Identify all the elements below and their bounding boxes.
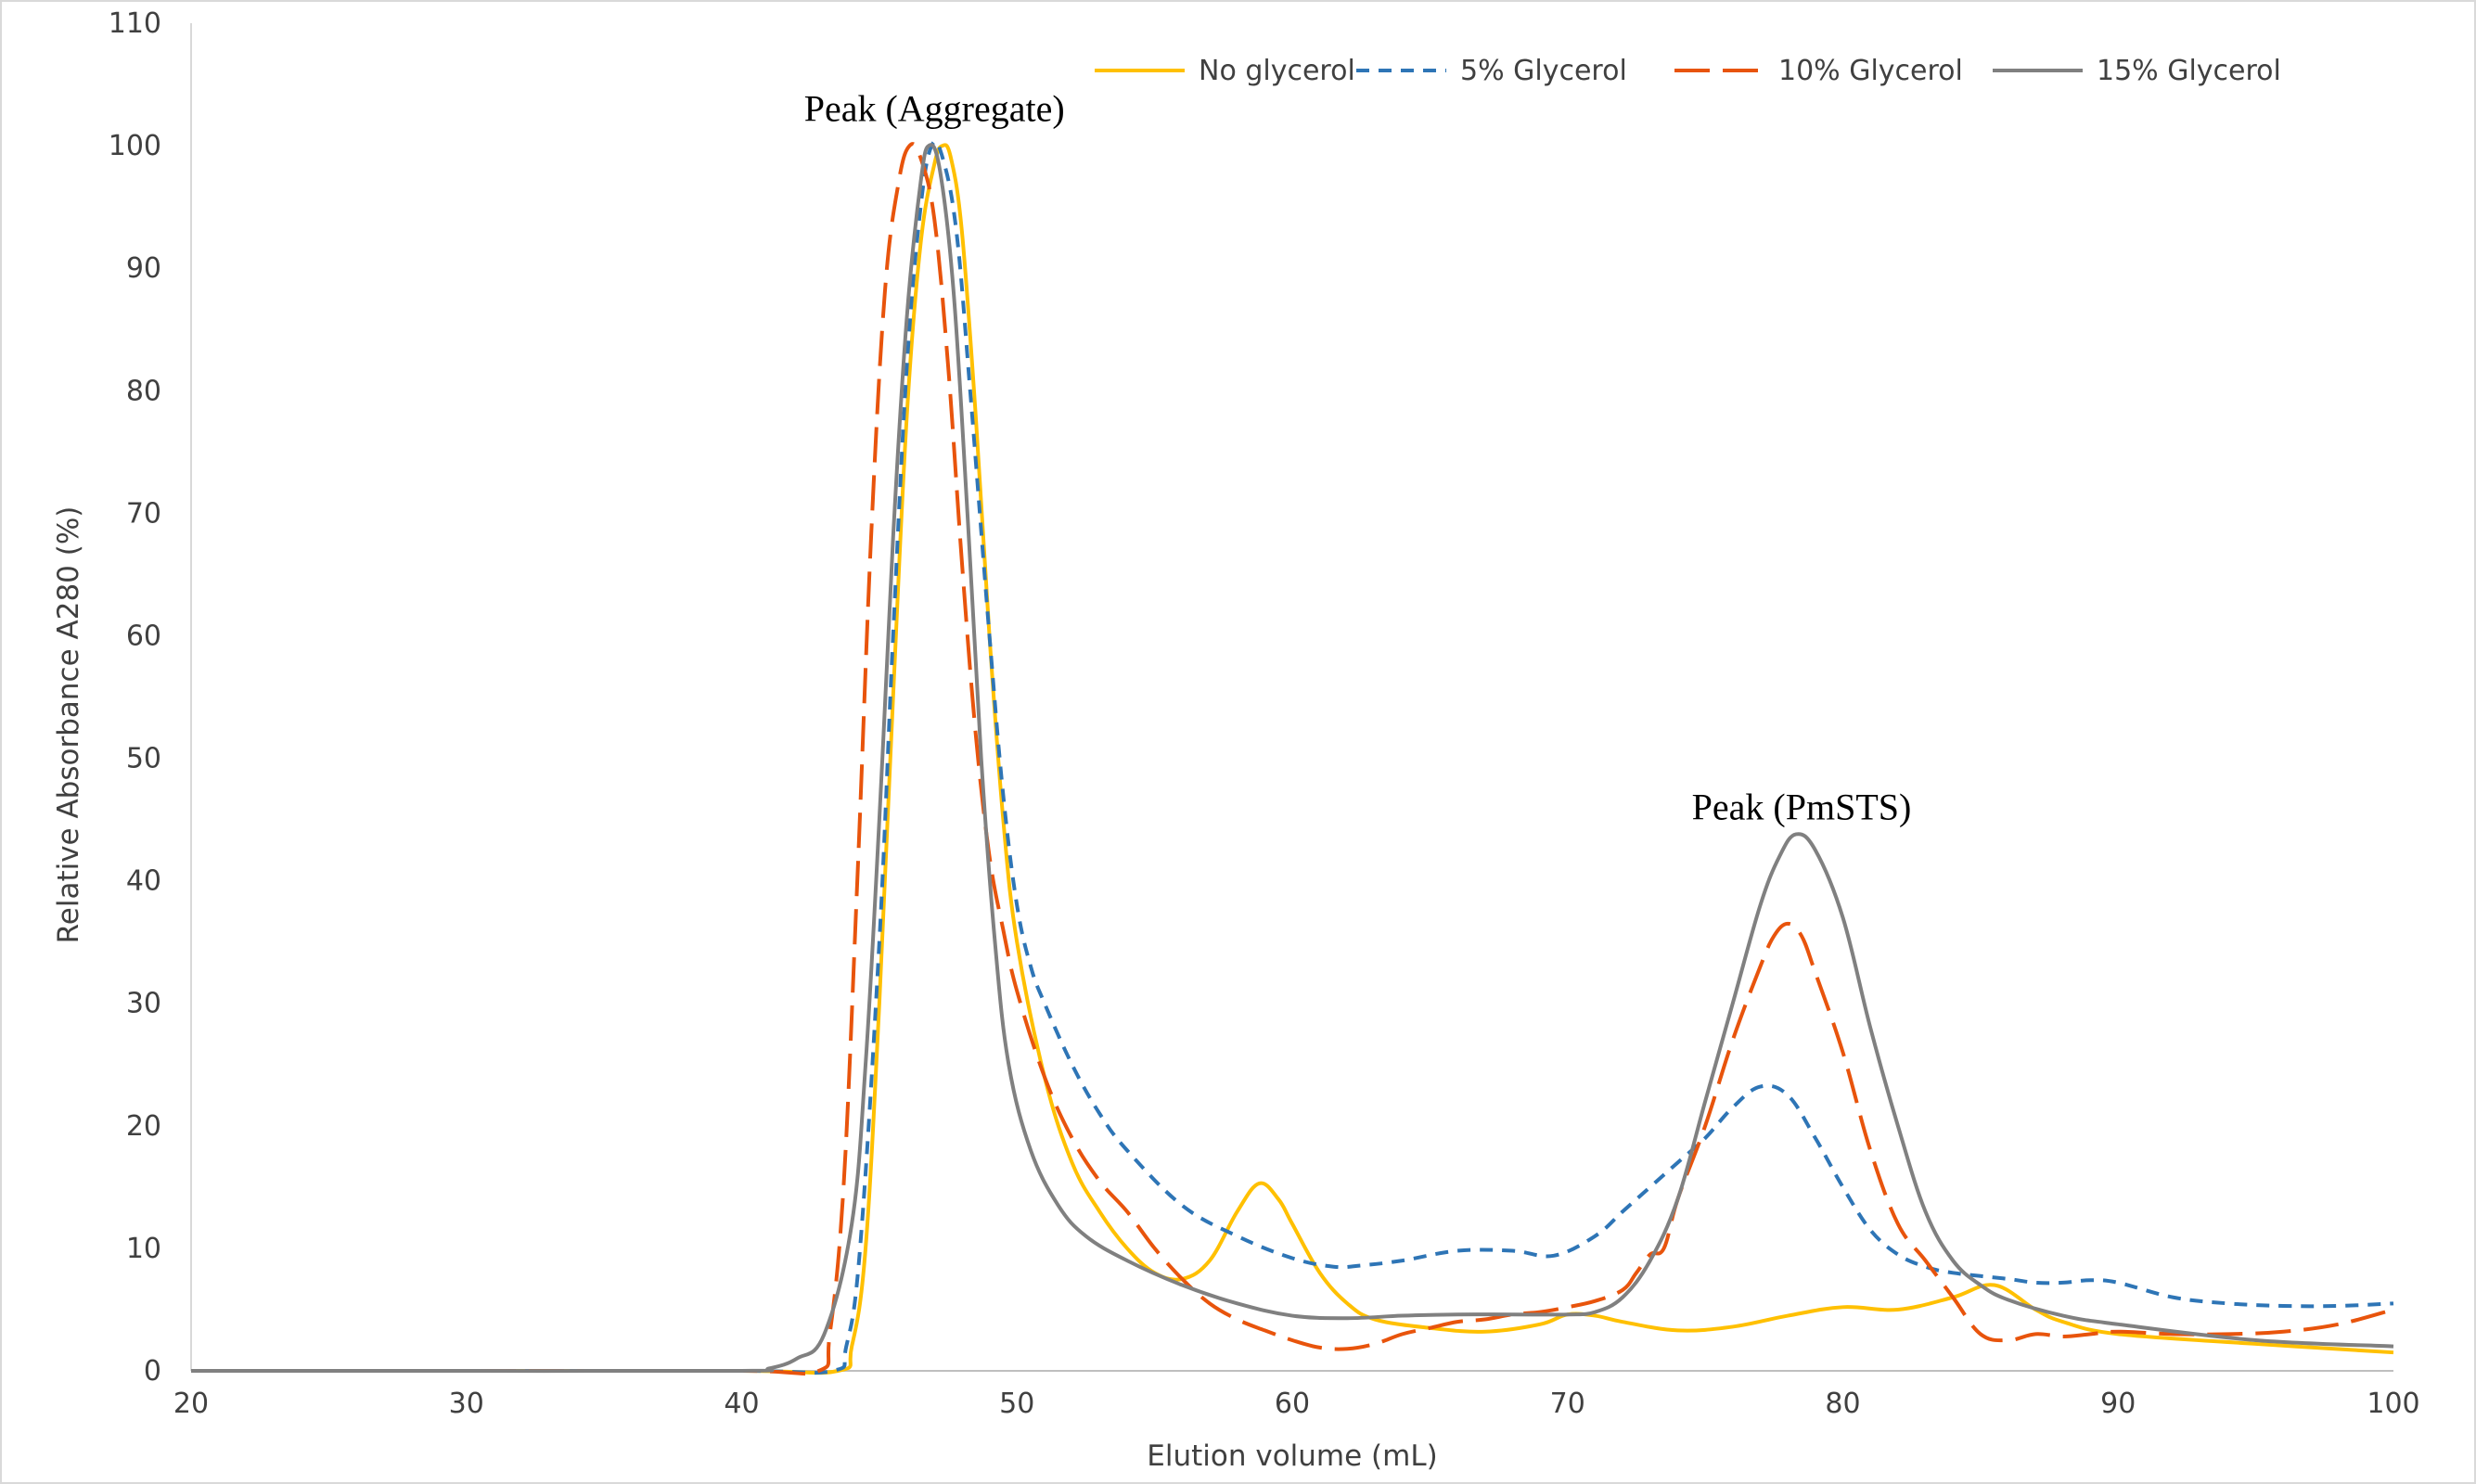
annotation-peak-aggregate: Peak (Aggregate): [804, 88, 1065, 130]
x-tick-label: 40: [724, 1388, 759, 1420]
annotation-peak-pmsts: Peak (PmSTS): [1692, 787, 1912, 828]
legend-label-5pct-glycerol: 5% Glycerol: [1460, 55, 1627, 87]
x-tick-label: 20: [173, 1388, 209, 1420]
series-lines: [191, 139, 2394, 1376]
y-tick-label: 110: [109, 7, 161, 40]
y-tick-label: 80: [126, 375, 161, 407]
x-tick-label: 60: [1275, 1388, 1310, 1420]
annotations: Peak (Aggregate) Peak (PmSTS): [804, 88, 1912, 828]
legend: No glycerol 5% Glycerol 10% Glycerol 15% Gl…: [1095, 55, 2281, 87]
legend-label-no-glycerol: No glycerol: [1199, 55, 1355, 87]
x-tick-label: 80: [1825, 1388, 1860, 1420]
series-line-no-glycerol: [191, 143, 2394, 1375]
y-tick-label: 100: [109, 130, 161, 162]
y-tick-label: 40: [126, 865, 161, 898]
x-axis-title: Elution volume (mL): [1147, 1439, 1437, 1473]
y-tick-label: 30: [126, 988, 161, 1020]
x-tick-label: 70: [1550, 1388, 1585, 1420]
y-tick-label: 90: [126, 252, 161, 285]
axes: 0 10 20 30 40 50 60 70 80 90 100 110 20 30 40 50 60 70 80 9…: [109, 7, 2420, 1420]
x-tick-label: 100: [2367, 1388, 2419, 1420]
legend-label-10pct-glycerol: 10% Glycerol: [1778, 55, 1963, 87]
x-tick-label: 30: [449, 1388, 484, 1420]
y-tick-label: 70: [126, 497, 161, 530]
legend-label-15pct-glycerol: 15% Glycerol: [2097, 55, 2281, 87]
x-tick-label: 90: [2100, 1388, 2136, 1420]
x-tick-label: 50: [999, 1388, 1034, 1420]
y-tick-label: 50: [126, 743, 161, 775]
y-axis-title: Relative Absorbance A280 (%): [52, 506, 85, 944]
y-tick-label: 10: [126, 1233, 161, 1265]
y-tick-label: 20: [126, 1110, 161, 1143]
series-line-15pct-glycerol: [191, 143, 2394, 1374]
series-line-10pct-glycerol: [191, 142, 2394, 1376]
series-line-5pct-glycerol: [191, 139, 2394, 1375]
y-tick-label: 60: [126, 620, 161, 652]
y-tick-label: 0: [144, 1355, 161, 1388]
